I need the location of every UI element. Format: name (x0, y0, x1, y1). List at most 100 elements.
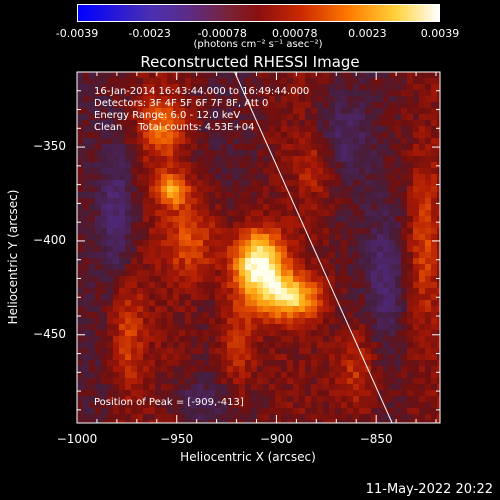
heatmap-cell (185, 306, 191, 312)
heatmap-cell (119, 102, 125, 108)
heatmap-cell (377, 270, 383, 276)
heatmap-cell (299, 102, 305, 108)
heatmap-cell (425, 360, 431, 366)
heatmap-cell (275, 156, 281, 162)
heatmap-cell (377, 264, 383, 270)
heatmap-cell (215, 192, 221, 198)
heatmap-cell (197, 234, 203, 240)
heatmap-cell (353, 180, 359, 186)
heatmap-cell (281, 408, 287, 414)
heatmap-cell (401, 144, 407, 150)
heatmap-cell (263, 420, 269, 423)
heatmap-cell (155, 174, 161, 180)
heatmap-cell (311, 156, 317, 162)
heatmap-cell (395, 126, 401, 132)
heatmap-cell (197, 150, 203, 156)
heatmap-cell (89, 348, 95, 354)
heatmap-cell (407, 282, 413, 288)
heatmap-cell (245, 174, 251, 180)
heatmap-cell (215, 84, 221, 90)
heatmap-cell (347, 180, 353, 186)
heatmap-cell (251, 186, 257, 192)
heatmap-cell (323, 240, 329, 246)
heatmap-cell (209, 210, 215, 216)
heatmap-cell (275, 258, 281, 264)
heatmap-cell (155, 360, 161, 366)
heatmap-cell (269, 204, 275, 210)
heatmap-cell (425, 300, 431, 306)
heatmap-cell (419, 114, 425, 120)
heatmap-cell (77, 72, 83, 78)
heatmap-cell (89, 78, 95, 84)
heatmap-cell (383, 372, 389, 378)
heatmap-cell (383, 102, 389, 108)
heatmap-cell (371, 144, 377, 150)
heatmap-cell (407, 192, 413, 198)
heatmap-cell (161, 234, 167, 240)
heatmap-cell (293, 192, 299, 198)
heatmap-cell (347, 414, 353, 420)
heatmap-cell (317, 186, 323, 192)
heatmap-cell (311, 276, 317, 282)
heatmap-cell (119, 288, 125, 294)
plot-frame (76, 71, 441, 424)
heatmap-cell (389, 78, 395, 84)
heatmap-cell (77, 252, 83, 258)
heatmap-cell (101, 132, 107, 138)
heatmap-cell (383, 396, 389, 402)
heatmap-cell (143, 138, 149, 144)
heatmap-cell (77, 408, 83, 414)
heatmap-cell (269, 114, 275, 120)
heatmap-cell (365, 120, 371, 126)
heatmap-cell (437, 348, 440, 354)
heatmap-cell (83, 114, 89, 120)
heatmap-cell (191, 348, 197, 354)
heatmap-cell (383, 348, 389, 354)
heatmap-cell (233, 330, 239, 336)
y-tick-label: −400 (33, 232, 66, 247)
heatmap-cell (101, 360, 107, 366)
heatmap-cell (305, 348, 311, 354)
heatmap-cell (239, 90, 245, 96)
heatmap-cell (173, 360, 179, 366)
heatmap-cell (341, 198, 347, 204)
heatmap-cell (233, 180, 239, 186)
heatmap-cell (89, 372, 95, 378)
heatmap-cell (347, 288, 353, 294)
heatmap-cell (353, 126, 359, 132)
heatmap-cell (95, 186, 101, 192)
heatmap-cell (251, 138, 257, 144)
heatmap-cell (401, 396, 407, 402)
heatmap-cell (299, 378, 305, 384)
heatmap-cell (341, 294, 347, 300)
heatmap-cell (431, 156, 437, 162)
heatmap-cell (401, 126, 407, 132)
heatmap-cell (341, 288, 347, 294)
heatmap-cell (335, 288, 341, 294)
heatmap-cell (299, 276, 305, 282)
heatmap-cell (311, 204, 317, 210)
heatmap-cell (221, 318, 227, 324)
heatmap-cell (125, 270, 131, 276)
heatmap-cell (227, 144, 233, 150)
heatmap-cell (389, 210, 395, 216)
heatmap-cell (305, 420, 311, 423)
heatmap-cell (341, 354, 347, 360)
heatmap-cell (179, 246, 185, 252)
heatmap-cell (425, 78, 431, 84)
heatmap-cell (179, 408, 185, 414)
heatmap-cell (395, 84, 401, 90)
heatmap-cell (161, 282, 167, 288)
heatmap-cell (323, 126, 329, 132)
heatmap-cell (365, 348, 371, 354)
heatmap-cell (305, 180, 311, 186)
heatmap-cell (137, 204, 143, 210)
heatmap-cell (383, 366, 389, 372)
heatmap-cell (149, 108, 155, 114)
heatmap-cell (143, 96, 149, 102)
heatmap-cell (101, 324, 107, 330)
heatmap-cell (245, 306, 251, 312)
heatmap-cell (221, 240, 227, 246)
heatmap-cell (269, 234, 275, 240)
heatmap-cell (137, 288, 143, 294)
